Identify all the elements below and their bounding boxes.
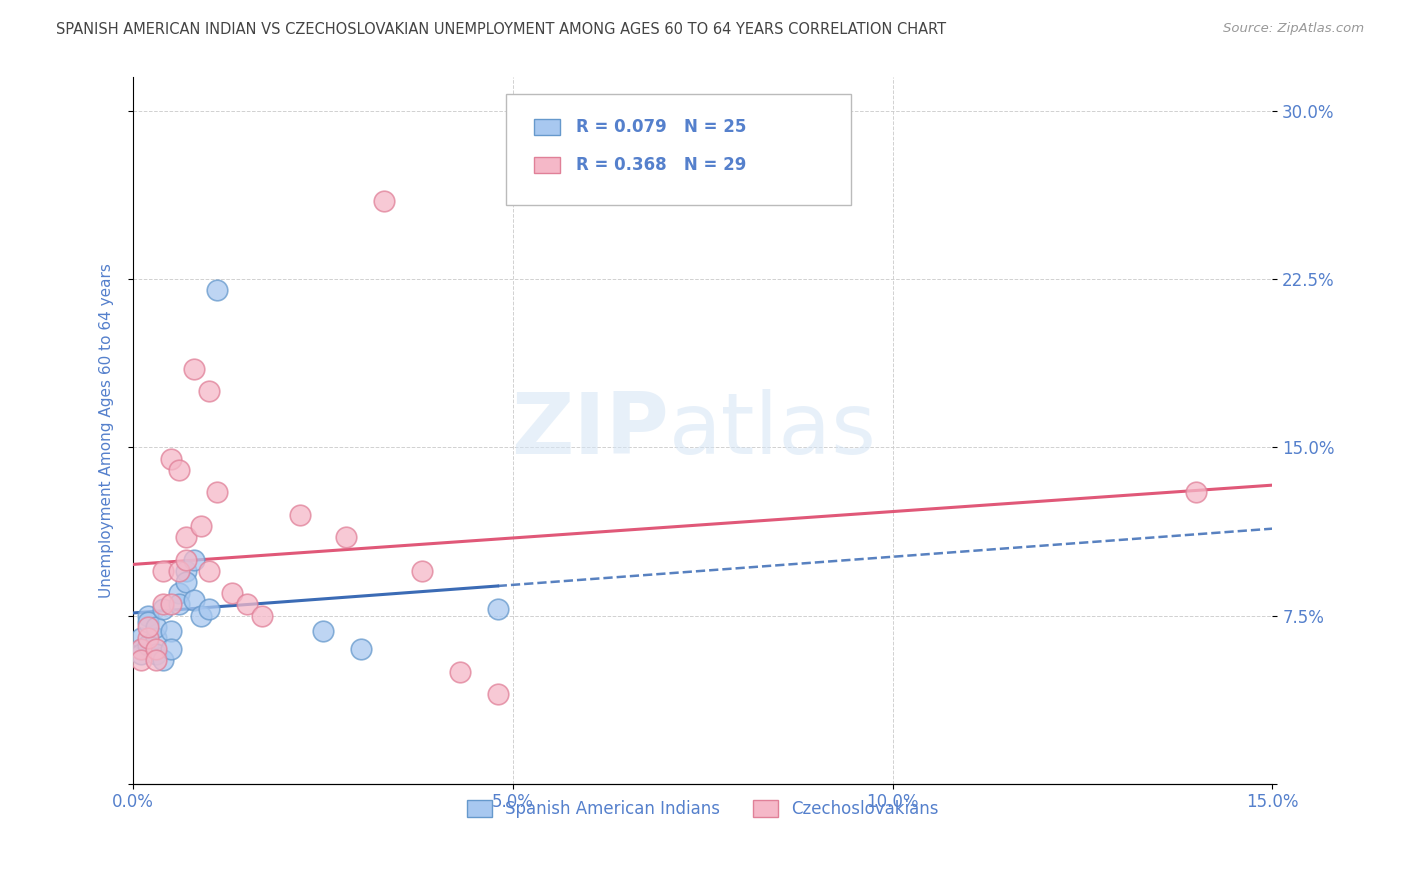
Point [136, 615, 159, 630]
Text: ZIP: ZIP [510, 389, 669, 472]
Point [145, 642, 167, 657]
Point [167, 463, 190, 477]
Point [312, 624, 335, 639]
Point [183, 593, 205, 607]
Point [486, 687, 509, 701]
Point [335, 530, 357, 544]
Point [160, 598, 183, 612]
Text: Source: ZipAtlas.com: Source: ZipAtlas.com [1223, 22, 1364, 36]
Point [174, 564, 197, 578]
Point [183, 552, 205, 566]
Point [129, 631, 152, 645]
Point [136, 608, 159, 623]
Point [198, 602, 221, 616]
Point [136, 620, 159, 634]
Point [236, 598, 259, 612]
Point [129, 642, 152, 657]
Y-axis label: Unemployment Among Ages 60 to 64 years: Unemployment Among Ages 60 to 64 years [100, 263, 114, 598]
Point [167, 564, 190, 578]
Legend: Spanish American Indians, Czechoslovakians: Spanish American Indians, Czechoslovakia… [460, 793, 946, 825]
Point [160, 624, 183, 639]
Point [145, 653, 167, 667]
Text: R = 0.079   N = 25: R = 0.079 N = 25 [576, 118, 747, 136]
Point [152, 564, 174, 578]
Point [190, 519, 212, 533]
Point [136, 631, 159, 645]
Point [160, 451, 183, 466]
Point [221, 586, 243, 600]
Point [183, 362, 205, 376]
Point [136, 638, 159, 652]
Point [205, 485, 228, 500]
Point [152, 653, 174, 667]
Point [252, 608, 274, 623]
Point [152, 602, 174, 616]
Point [373, 194, 395, 208]
Point [145, 631, 167, 645]
Point [174, 574, 197, 589]
Point [145, 647, 167, 661]
Point [129, 647, 152, 661]
Point [160, 642, 183, 657]
Point [1185, 485, 1208, 500]
Point [152, 598, 174, 612]
Point [129, 642, 152, 657]
Point [198, 384, 221, 399]
Point [129, 653, 152, 667]
Point [190, 608, 212, 623]
Point [290, 508, 312, 522]
Point [167, 598, 190, 612]
Point [350, 642, 373, 657]
Point [174, 530, 197, 544]
Point [167, 586, 190, 600]
Point [486, 602, 509, 616]
Point [145, 620, 167, 634]
Point [205, 284, 228, 298]
Point [198, 564, 221, 578]
Point [449, 665, 471, 679]
Point [411, 564, 433, 578]
Text: R = 0.368   N = 29: R = 0.368 N = 29 [576, 156, 747, 174]
Point [174, 552, 197, 566]
Text: atlas: atlas [669, 389, 876, 472]
Text: SPANISH AMERICAN INDIAN VS CZECHOSLOVAKIAN UNEMPLOYMENT AMONG AGES 60 TO 64 YEAR: SPANISH AMERICAN INDIAN VS CZECHOSLOVAKI… [56, 22, 946, 37]
